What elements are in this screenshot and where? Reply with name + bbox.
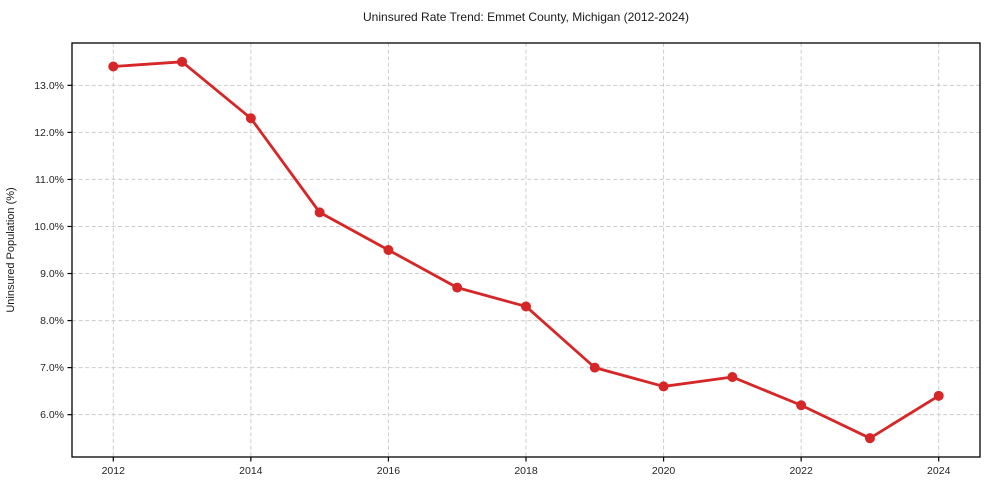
- data-point: [933, 390, 944, 401]
- y-tick-label: 9.0%: [40, 268, 64, 280]
- data-point: [796, 400, 807, 411]
- y-tick-label: 12.0%: [34, 127, 64, 139]
- y-tick-label: 11.0%: [35, 174, 64, 186]
- y-tick-label: 8.0%: [40, 315, 64, 327]
- spine-layer: [71, 42, 981, 458]
- data-point: [589, 362, 600, 373]
- y-axis-label: Uninsured Population (%): [5, 187, 17, 312]
- y-tick-label: 13.0%: [34, 80, 64, 92]
- x-tick-label: 2014: [239, 465, 263, 477]
- data-point: [383, 245, 394, 255]
- x-tick-label: 2024: [927, 465, 951, 477]
- series-layer: [108, 56, 944, 444]
- data-point: [864, 433, 875, 444]
- x-tick-label: 2012: [102, 465, 126, 477]
- x-tick-label: 2016: [377, 465, 401, 477]
- x-tick-label: 2018: [514, 465, 538, 477]
- plot-border: [71, 42, 981, 458]
- y-tick-label: 7.0%: [40, 362, 64, 374]
- data-point: [727, 372, 738, 383]
- x-tick-label: 2022: [789, 465, 813, 477]
- data-point: [108, 61, 119, 72]
- y-tick-label: 6.0%: [40, 409, 64, 421]
- x-tick-label: 2020: [652, 465, 676, 477]
- data-point: [177, 56, 188, 67]
- tick-layer: 6.0% 7.0% 8.0% 9.0% 10.0% 11.0% 12.0% 13.0% 2012…: [34, 80, 950, 477]
- data-point: [314, 207, 325, 218]
- data-point: [658, 381, 669, 392]
- grid-layer: [72, 43, 980, 457]
- data-point: [245, 113, 256, 124]
- data-point: [452, 282, 463, 293]
- data-point: [521, 301, 531, 312]
- chart-title: Uninsured Rate Trend: Emmet County, Mich…: [363, 10, 689, 24]
- y-tick-label: 10.0%: [34, 221, 64, 233]
